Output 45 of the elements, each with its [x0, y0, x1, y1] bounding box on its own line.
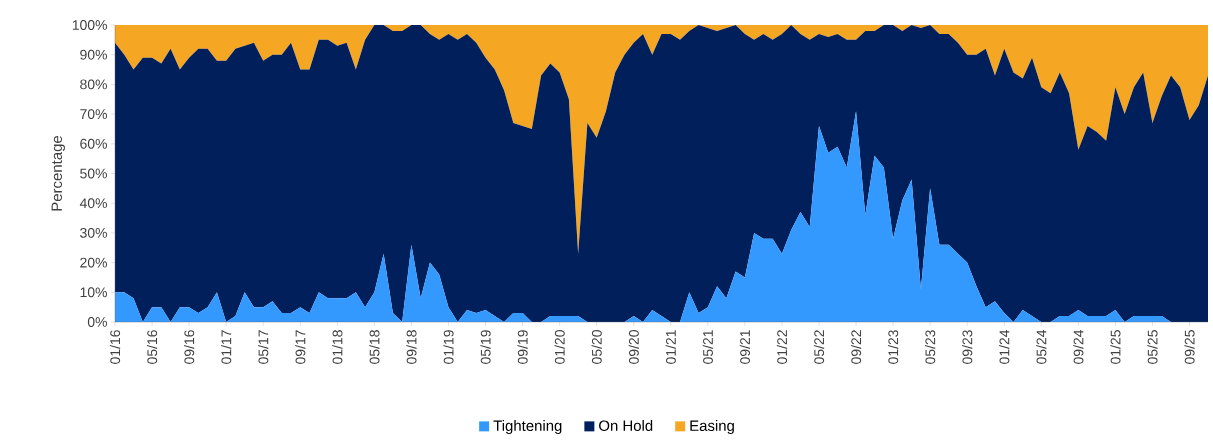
x-tick-label: 05/20 — [591, 330, 602, 364]
y-tick-label: 90% — [80, 49, 107, 60]
x-tick-label: 05/18 — [369, 330, 380, 364]
y-tick-label: 80% — [80, 79, 107, 90]
legend-label: On Hold — [599, 420, 653, 431]
x-tick-label: 01/22 — [776, 330, 788, 364]
y-axis-title: Percentage — [51, 135, 65, 211]
legend-label: Easing — [690, 420, 734, 434]
y-tick-label: 70% — [80, 109, 107, 120]
legend-label: Tightening — [493, 420, 562, 434]
y-tick-label: 0% — [87, 317, 107, 327]
x-tick-label: 09/22 — [850, 330, 862, 364]
x-tick-label: 05/23 — [925, 330, 936, 364]
x-tick-label: 01/18 — [332, 330, 343, 364]
x-tick-label: 09/25 — [1184, 330, 1195, 364]
x-tick-label: 09/18 — [406, 330, 417, 364]
y-tick-label: 40% — [79, 198, 107, 209]
x-tick-label: 05/24 — [1036, 329, 1047, 364]
y-tick-label: 50% — [80, 168, 107, 179]
x-tick-label: 05/22 — [813, 330, 825, 364]
x-tick-label: 05/19 — [480, 330, 491, 364]
x-tick-label: 01/17 — [221, 330, 232, 364]
x-tick-label: 09/20 — [628, 330, 639, 364]
x-tick-label: 09/19 — [517, 330, 528, 364]
x-tick-label: 09/21 — [739, 330, 750, 364]
x-tick-label: 05/21 — [702, 330, 713, 364]
y-tick-label: 60% — [80, 138, 107, 149]
x-tick-label: 01/25 — [1110, 330, 1121, 364]
x-tick-label: 01/24 — [999, 329, 1010, 364]
x-tick-label: 01/21 — [665, 330, 676, 364]
x-tick-label: 09/24 — [1073, 329, 1084, 364]
x-tick-label: 05/25 — [1147, 330, 1158, 364]
x-tick-label: 05/17 — [258, 330, 269, 364]
x-tick-label: 01/23 — [887, 330, 899, 364]
y-tick-label: 30% — [80, 227, 107, 238]
y-tick-label: 20% — [80, 257, 107, 268]
x-tick-label: 09/23 — [962, 330, 973, 364]
x-tick-label: 01/20 — [554, 330, 565, 364]
y-tick-label: 100% — [72, 20, 107, 30]
y-tick-label: 10% — [80, 287, 107, 298]
x-tick-label: 09/17 — [295, 330, 306, 364]
x-tick-label: 09/16 — [183, 330, 195, 364]
x-tick-label: 01/16 — [109, 330, 121, 364]
x-tick-label: 01/19 — [443, 330, 454, 364]
x-tick-label: 05/16 — [146, 330, 158, 364]
